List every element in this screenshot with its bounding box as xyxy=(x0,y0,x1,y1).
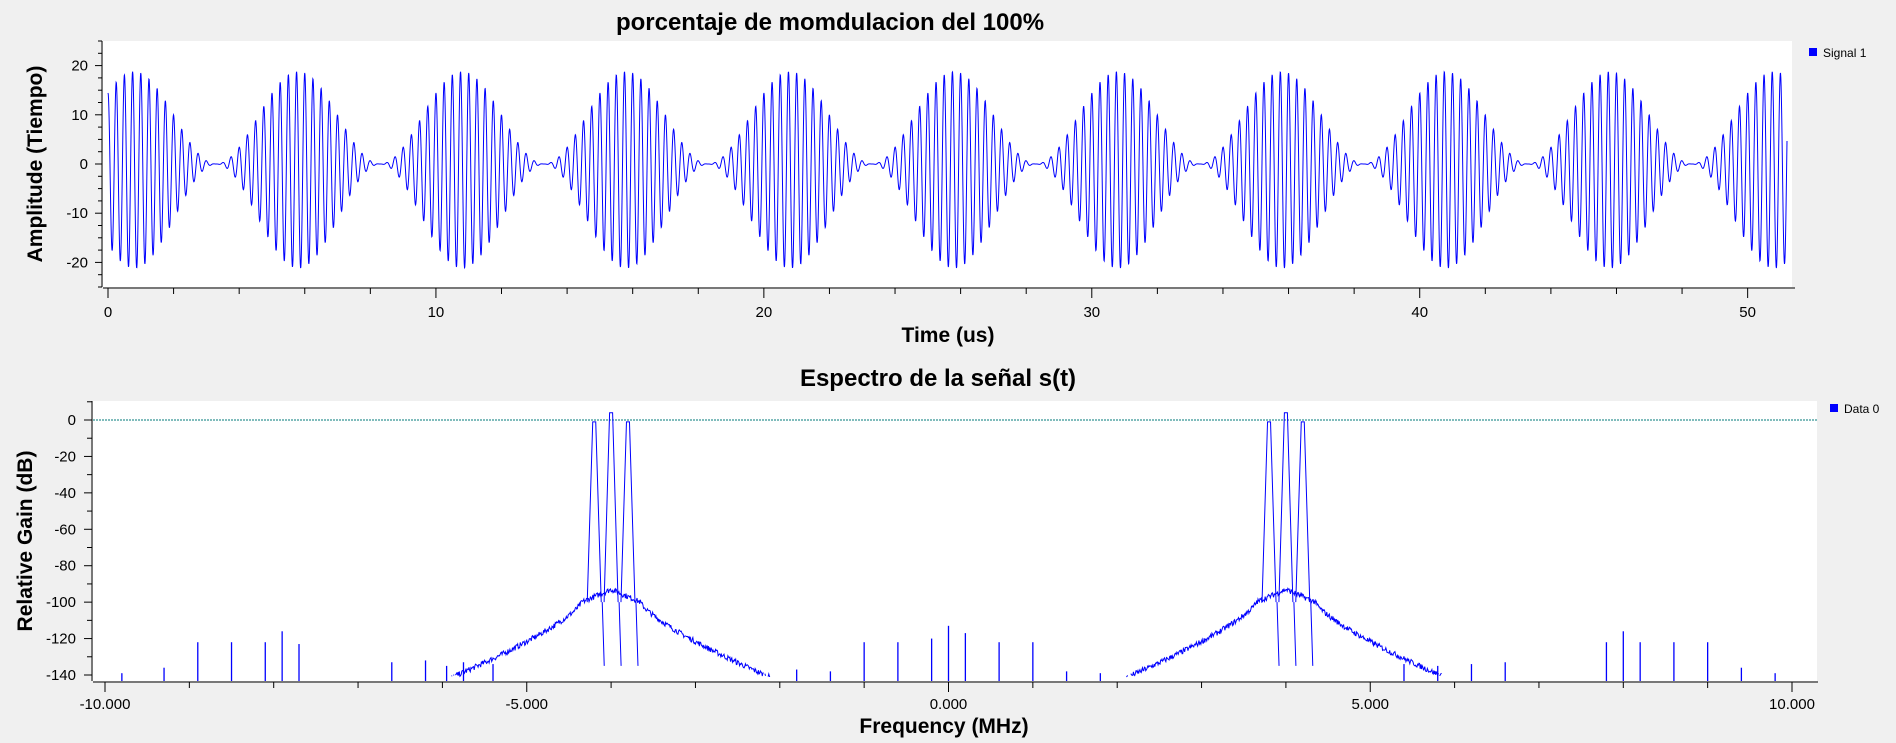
time-y-tick-label: 20 xyxy=(71,58,88,75)
time-legend[interactable]: Signal 1 xyxy=(1809,46,1867,60)
spectrum-y-axis: 0 -20 -40 -60 -80 -100 -120 -140 xyxy=(46,401,93,684)
spectrum-x-axis: -10.000 -5.000 0.000 5.000 10.000 xyxy=(80,681,1818,713)
time-x-axis: 0 10 20 30 40 50 xyxy=(103,287,1795,321)
time-x-tick-label: 10 xyxy=(428,304,445,321)
time-x-tick-label: 40 xyxy=(1411,304,1428,321)
time-legend-label: Signal 1 xyxy=(1823,46,1867,60)
spectrum-y-tick-label: -40 xyxy=(54,485,76,502)
spectrum-y-tick-label: -80 xyxy=(54,558,76,575)
spectrum-peak-notch xyxy=(1293,602,1297,666)
spectrum-y-tick-label: -100 xyxy=(46,594,76,611)
time-y-axis-label: Amplitude (Tiempo) xyxy=(24,66,47,263)
spectrum-peak-notch xyxy=(618,602,622,666)
time-x-tick-label: 50 xyxy=(1739,304,1756,321)
spectrum-peak-notch xyxy=(601,602,605,666)
time-series-line xyxy=(107,70,1788,270)
spectrum-plot: Espectro de la señal s(t) 0 -20 -40 -60 -80 -… xyxy=(14,365,1880,738)
spectrum-peak-notch xyxy=(1310,602,1314,666)
time-plot: porcentaje de momdulacion del 100% 20100… xyxy=(24,9,1867,347)
spectrum-peak xyxy=(586,421,602,603)
spectrum-y-tick-label: -20 xyxy=(54,448,76,465)
spectrum-y-tick-label: -120 xyxy=(46,631,76,648)
spectrum-legend-swatch xyxy=(1830,404,1838,412)
time-legend-swatch xyxy=(1809,48,1817,56)
spectrum-x-tick-label: 10.000 xyxy=(1769,696,1815,713)
spectrum-x-tick-label: 5.000 xyxy=(1351,696,1389,713)
time-y-tick-label: 10 xyxy=(71,107,88,124)
spectrum-peak xyxy=(620,421,636,603)
spectrum-y-tick-label: 0 xyxy=(68,412,76,429)
spectrum-peak xyxy=(1295,421,1311,603)
spectrum-peak-notch xyxy=(1276,602,1280,666)
spectrum-legend[interactable]: Data 0 xyxy=(1830,402,1880,416)
time-y-tick-label: -20 xyxy=(66,254,88,271)
spectrum-plot-title: Espectro de la señal s(t) xyxy=(800,365,1076,392)
spectrum-peak xyxy=(1278,412,1294,603)
spectrum-peak xyxy=(1261,421,1277,603)
time-y-axis: 20 10 0 -10 -20 xyxy=(66,40,103,288)
spectrum-peak xyxy=(603,412,619,603)
time-x-tick-label: 20 xyxy=(756,304,773,321)
spectrum-x-axis-label: Frequency (MHz) xyxy=(859,715,1028,738)
time-plot-title: porcentaje de momdulacion del 100% xyxy=(616,9,1044,36)
spectrum-plot-canvas[interactable] xyxy=(93,401,1817,681)
spectrum-y-axis-label: Relative Gain (dB) xyxy=(14,451,37,632)
spectrum-y-tick-label: -60 xyxy=(54,521,76,538)
time-y-tick-label: 0 xyxy=(80,156,88,173)
spectrum-y-tick-label: -140 xyxy=(46,667,76,684)
spectrum-peak-notch xyxy=(635,602,639,666)
time-x-axis-label: Time (us) xyxy=(902,324,995,347)
time-x-tick-label: 30 xyxy=(1083,304,1100,321)
spectrum-x-tick-label: 0.000 xyxy=(930,696,968,713)
spectrum-legend-label: Data 0 xyxy=(1844,402,1880,416)
spectrum-x-tick-label: -10.000 xyxy=(80,696,131,713)
time-y-tick-label: -10 xyxy=(66,205,88,222)
spectrum-x-tick-label: -5.000 xyxy=(505,696,548,713)
time-x-tick-label: 0 xyxy=(104,304,112,321)
